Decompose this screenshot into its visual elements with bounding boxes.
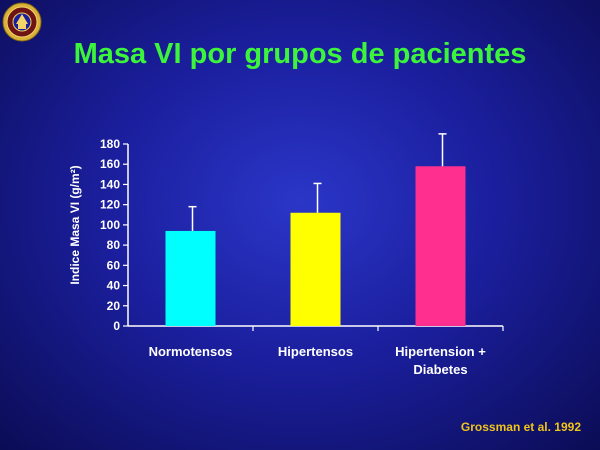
x-category-label: Normotensos [149,344,233,359]
university-seal-icon [2,2,42,42]
y-tick-label: 40 [107,279,121,293]
y-tick-label: 140 [100,177,120,191]
bars [165,166,466,326]
y-tick-label: 0 [113,319,120,333]
y-tick-label: 120 [100,198,120,212]
slide-title: Masa VI por grupos de pacientes [73,38,527,70]
y-tick-label: 80 [107,238,121,252]
bar [415,166,466,326]
y-tick-label: 160 [100,157,120,171]
y-axis-ticks: 0 20 40 60 80 100 120 140 160 180 [100,137,504,333]
x-category-label: Hipertensos [278,344,353,359]
x-category-label: Diabetes [413,362,467,377]
y-tick-label: 100 [100,218,120,232]
x-category-label: Hipertension + [395,344,486,359]
x-axis-labels: Normotensos Hipertensos Hipertension + Diab… [149,344,487,377]
y-tick-label: 60 [107,258,121,272]
y-tick-label: 20 [107,299,121,313]
bar [290,212,341,326]
citation: Grossman et al. 1992 [460,420,581,434]
y-tick-label: 180 [100,137,120,151]
y-axis-label: Indice Masa VI (g/m²) [68,165,82,284]
error-bars [188,133,447,231]
bar [165,230,216,326]
